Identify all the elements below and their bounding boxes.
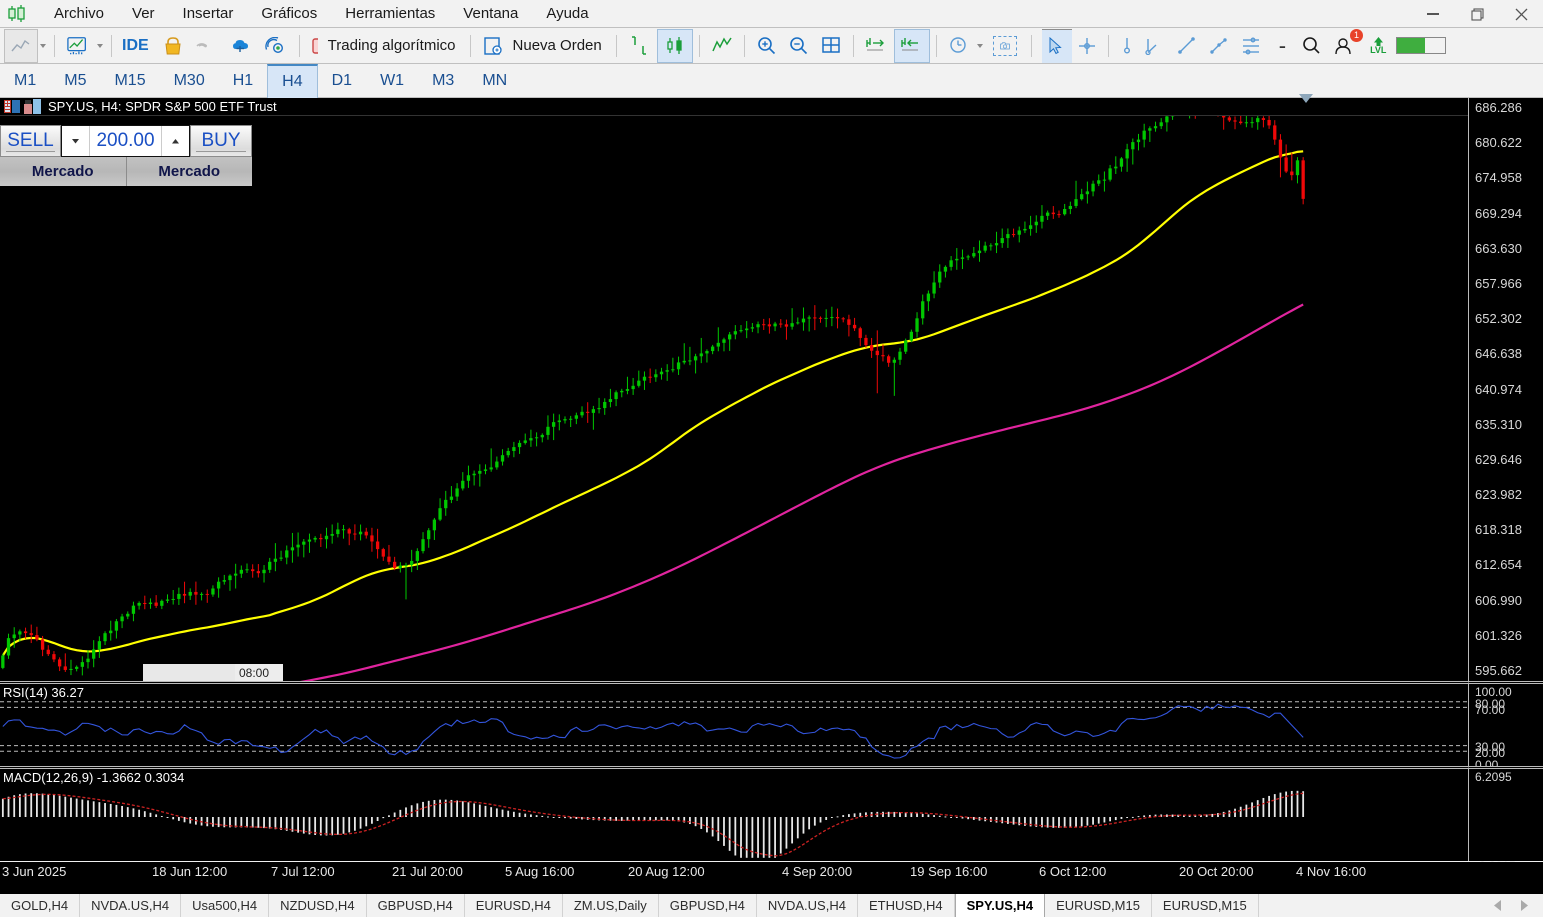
svg-text:08:00: 08:00 [239, 666, 269, 680]
